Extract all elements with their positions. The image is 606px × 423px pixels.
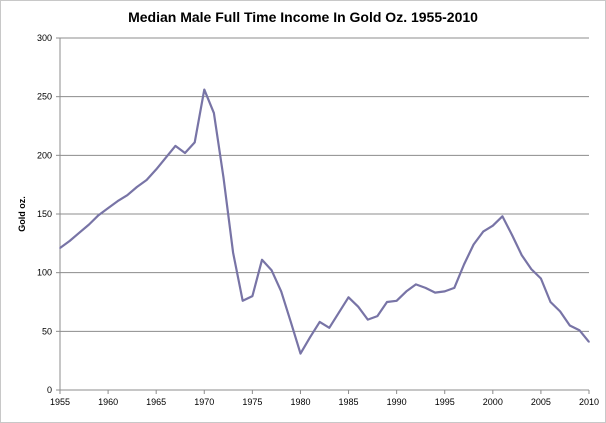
- y-tick-label: 100: [37, 268, 52, 278]
- x-tick-label: 1980: [290, 397, 310, 407]
- x-tick-label: 1965: [146, 397, 166, 407]
- y-tick-label: 200: [37, 150, 52, 160]
- data-point: [328, 327, 331, 329]
- data-point: [405, 290, 408, 293]
- data-point: [97, 214, 100, 216]
- data-point: [347, 296, 350, 299]
- x-tick-label: 1955: [50, 397, 70, 407]
- data-point: [261, 258, 263, 261]
- data-point: [136, 186, 138, 188]
- data-point: [357, 305, 359, 308]
- axes: [56, 37, 590, 394]
- data-point: [280, 290, 283, 293]
- y-tick-label: 150: [37, 209, 52, 219]
- data-point: [318, 321, 321, 323]
- data-point: [482, 230, 485, 233]
- x-tick-label: 1970: [194, 397, 214, 407]
- data-point: [270, 269, 273, 272]
- data-point: [184, 152, 186, 154]
- y-tick-label: 0: [47, 385, 52, 395]
- data-point: [366, 318, 369, 321]
- data-point: [145, 179, 148, 181]
- x-tick-label: 1995: [435, 397, 455, 407]
- data-point: [193, 141, 196, 144]
- data-point: [174, 145, 177, 147]
- data-point: [530, 268, 533, 270]
- data-point: [472, 243, 475, 246]
- data-point: [116, 200, 119, 202]
- data-point: [165, 156, 167, 159]
- y-tick-labels: 0 50 100 150 200 250 300: [37, 33, 52, 395]
- data-point: [338, 311, 340, 314]
- data-point: [126, 194, 129, 197]
- data-point: [492, 224, 494, 227]
- data-point: [59, 247, 61, 249]
- data-point: [453, 287, 456, 289]
- x-tick-label: 1975: [242, 397, 262, 407]
- y-tick-label: 50: [42, 326, 52, 336]
- data-point: [290, 321, 292, 323]
- data-point: [213, 112, 215, 114]
- y-tick-label: 250: [37, 92, 52, 102]
- data-point: [395, 300, 398, 302]
- data-point: [78, 231, 81, 234]
- data-point: [222, 176, 225, 179]
- data-point: [415, 283, 417, 286]
- data-point: [588, 341, 590, 343]
- data-point: [434, 291, 436, 294]
- series-line: [59, 88, 590, 355]
- data-point: [88, 223, 90, 226]
- data-point: [232, 251, 234, 254]
- data-point: [68, 240, 71, 242]
- data-point: [443, 290, 446, 293]
- x-tick-label: 2005: [531, 397, 551, 407]
- data-point: [520, 254, 523, 256]
- x-tick-label: 2010: [579, 397, 599, 407]
- data-point: [203, 88, 206, 91]
- data-point: [155, 168, 157, 171]
- x-tick-label: 2000: [483, 397, 503, 407]
- data-point: [424, 287, 427, 289]
- data-point: [549, 301, 552, 303]
- data-point: [578, 329, 581, 331]
- data-point: [251, 295, 254, 297]
- x-tick-label: 1990: [387, 397, 407, 407]
- data-point: [501, 215, 504, 218]
- chart-title: Median Male Full Time Income In Gold Oz.…: [128, 9, 478, 25]
- data-point: [299, 352, 302, 355]
- data-point: [511, 234, 513, 236]
- data-point: [386, 301, 388, 303]
- data-point: [463, 263, 465, 266]
- data-point: [540, 277, 542, 280]
- data-point: [376, 315, 379, 317]
- data-point: [107, 207, 109, 209]
- series-group: [59, 88, 590, 355]
- x-tick-labels: 1955 1960 1965 1970 1975 1980 1985 1990 1995 2000…: [50, 397, 599, 407]
- data-point: [568, 324, 571, 327]
- y-tick-label: 300: [37, 33, 52, 43]
- gridlines: [60, 37, 589, 332]
- data-point: [559, 310, 561, 313]
- x-tick-label: 1960: [98, 397, 118, 407]
- data-point: [309, 336, 311, 339]
- data-point: [241, 300, 244, 302]
- x-tick-label: 1985: [339, 397, 359, 407]
